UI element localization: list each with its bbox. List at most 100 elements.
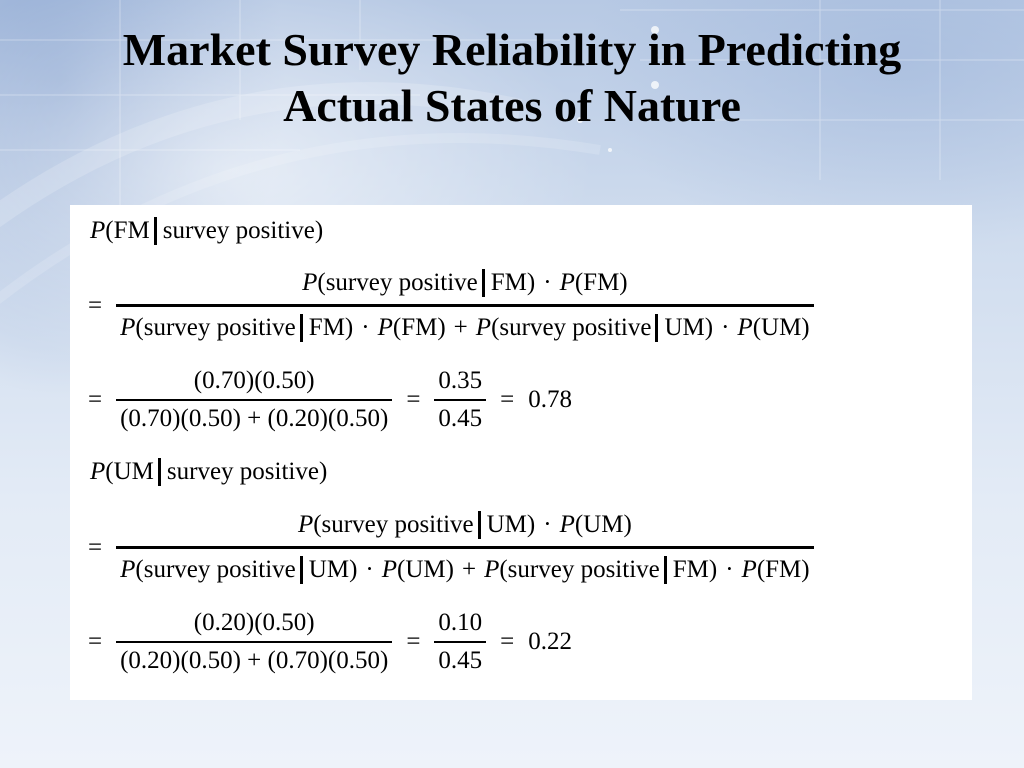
fm-bayes-fraction: P(survey positive FM) · P (FM) P(survey posi… [116,265,814,346]
survey-positive-label: survey positive [143,314,296,341]
um-bayes-numerator: P(survey positive UM) · P (UM) [294,507,636,543]
prob-symbol: P [90,217,106,244]
um-ratio-fraction: 0.10 0.45 [434,607,487,677]
um-posterior-heading: P(UM survey positive) [90,458,327,486]
multiply-dot: · [721,314,730,341]
survey-positive-label: survey positive [321,511,474,538]
multiply-dot: · [365,556,374,583]
fm-calc-denominator: (0.70)(0.50) + (0.20)(0.50) [120,405,389,432]
um-num-event: UM) [486,511,536,538]
fm-calc-numerator: (0.70)(0.50) [193,367,315,394]
um-den-term1-condition: UM) [308,556,358,583]
prob-symbol: P [381,556,398,583]
fm-den-term2-prior: (UM) [752,314,810,341]
um-den-term2-condition: FM) [672,556,718,583]
multiply-dot: · [361,314,370,341]
prob-symbol: P [559,269,575,296]
um-den-term2-prior: (FM) [756,556,810,583]
equals-sign: = [88,533,103,561]
conditional-bar [157,458,161,486]
multiply-dot: · [543,511,552,538]
um-bayes-formula: = P(survey positive UM) · P (UM) P(survey po… [88,507,814,588]
fm-den-term1-prior: (FM) [392,314,446,341]
equals-sign: = [406,628,421,655]
fraction-bar [116,304,814,307]
um-bayes-fraction: P(survey positive UM) · P (UM) P(survey posi… [116,507,814,588]
equals-sign: = [500,386,515,413]
conditional-bar [663,556,667,584]
conditional-bar [153,217,157,245]
fm-result: 0.78 [528,386,573,413]
fm-den-term1-condition: FM) [308,314,354,341]
open-paren: ( [491,314,500,341]
multiply-dot: · [543,269,552,296]
plus-sign: + [453,314,468,341]
um-den-term1-prior: (UM) [397,556,454,583]
um-numeric-calculation: = (0.20)(0.50) (0.20)(0.50) + (0.70)(0.5… [88,607,572,677]
open-paren: ( [135,556,144,583]
open-paren: ( [499,556,508,583]
fraction-bar [434,399,487,401]
open-paren: ( [313,511,322,538]
open-paren: ( [317,269,326,296]
slide-title-line-2: Actual States of Nature [283,80,741,131]
equals-sign: = [500,628,515,655]
conditional-bar [299,556,303,584]
fm-numeric-calculation: = (0.70)(0.50) (0.70)(0.50) + (0.20)(0.5… [88,365,572,435]
survey-positive-label: survey positive [325,269,478,296]
plus-sign: + [461,556,477,583]
fraction-bar [116,546,814,549]
fm-den-term2-condition: UM) [664,314,714,341]
prob-symbol: P [120,314,136,341]
fm-heading-condition: survey positive) [162,217,324,244]
prob-symbol: P [741,556,757,583]
prob-symbol: P [475,314,492,341]
prob-symbol: P [484,556,500,583]
um-bayes-denominator: P(survey positive UM) · P (UM) + P(survey posi… [116,552,814,588]
prob-symbol: P [90,458,106,485]
formula-panel: P(FM survey positive) = P(survey positive… [70,205,972,700]
open-paren: ( [105,458,114,485]
conditional-bar [477,511,481,539]
open-paren: ( [135,314,144,341]
multiply-dot: · [725,556,734,583]
fm-calc-fraction: (0.70)(0.50) (0.70)(0.50) + (0.20)(0.50) [116,365,393,435]
equals-sign: = [88,628,103,655]
survey-positive-label: survey positive [143,556,296,583]
prob-symbol: P [737,314,753,341]
equals-sign: = [88,386,103,413]
conditional-bar [299,314,303,342]
fm-num-event: FM) [490,269,536,296]
fm-bayes-denominator: P(survey positive FM) · P (FM) + P(survey posi… [116,310,814,346]
fm-posterior-heading: P(FM survey positive) [90,217,323,245]
conditional-bar [481,269,485,297]
fm-ratio-numerator: 0.35 [438,367,483,394]
equals-sign: = [406,386,421,413]
fm-bayes-numerator: P(survey positive FM) · P (FM) [298,265,632,301]
um-calc-fraction: (0.20)(0.50) (0.20)(0.50) + (0.70)(0.50) [116,607,393,677]
fm-ratio-denominator: 0.45 [438,405,483,432]
fraction-bar [116,641,393,643]
fm-ratio-fraction: 0.35 0.45 [434,365,487,435]
um-heading-event: UM [113,458,154,485]
conditional-bar [655,314,659,342]
um-result: 0.22 [528,628,573,655]
equals-sign: = [88,291,103,319]
um-heading-condition: survey positive) [166,458,328,485]
slide-title: Market Survey Reliability in Predicting … [40,22,984,134]
fm-bayes-formula: = P(survey positive FM) · P (FM) P(survey po… [88,265,814,346]
slide-title-line-1: Market Survey Reliability in Predicting [122,24,902,75]
prob-symbol: P [297,511,314,538]
um-num-prior: (UM) [574,511,632,538]
fm-num-prior: (FM) [574,269,628,296]
prob-symbol: P [120,556,136,583]
prob-symbol: P [559,511,575,538]
fraction-bar [116,399,393,401]
fraction-bar [434,641,487,643]
survey-positive-label: survey positive [499,314,652,341]
um-ratio-numerator: 0.10 [438,609,483,636]
um-ratio-denominator: 0.45 [438,647,483,674]
survey-positive-label: survey positive [507,556,660,583]
prob-symbol: P [302,269,318,296]
